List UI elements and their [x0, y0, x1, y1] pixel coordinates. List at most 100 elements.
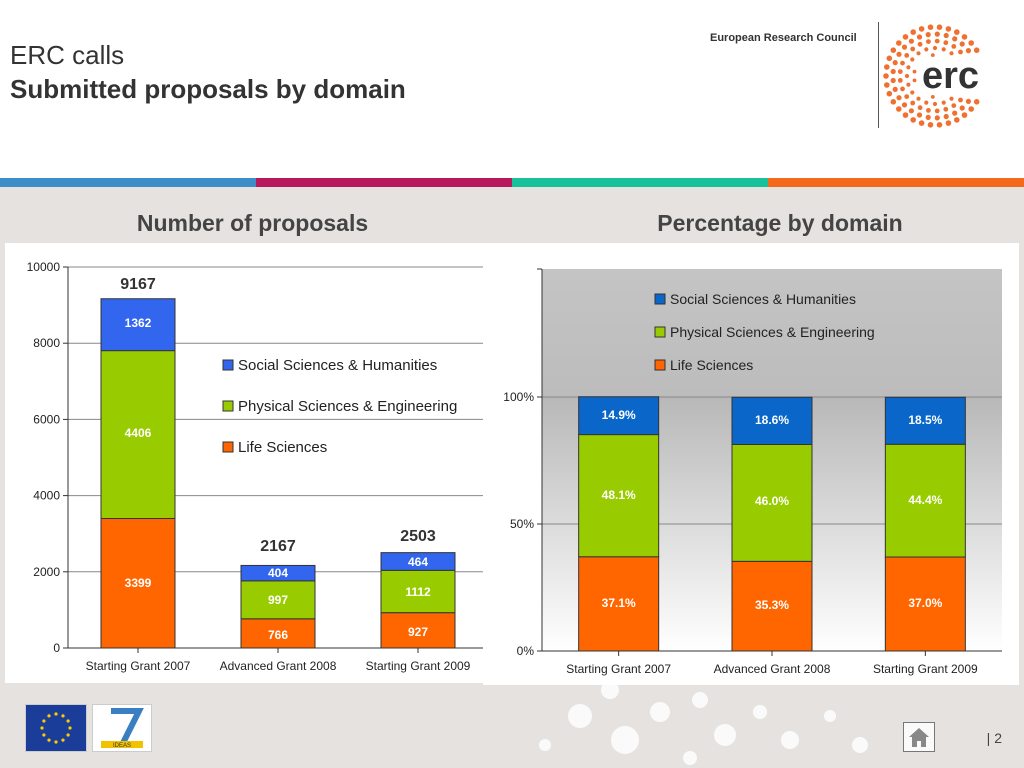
chart2-panel: 0% 50% 100% 37.1% 48.1% 14.9% Starting Grant 2…: [483, 243, 1019, 685]
logo-dot: [924, 47, 929, 52]
logo-dot: [927, 122, 934, 128]
logo-dot: [926, 108, 931, 113]
eu-star: [68, 726, 72, 730]
logo-dot: [930, 95, 935, 99]
logo-dot: [958, 49, 963, 55]
logo-dot: [932, 101, 938, 107]
logo-dot: [906, 82, 911, 87]
logo-dot: [965, 48, 971, 54]
slide-header: ERC calls Submitted proposals by domain …: [0, 0, 1024, 178]
logo-dot: [912, 78, 917, 83]
page-separator: |: [986, 730, 991, 746]
y-tick-label: 0%: [517, 644, 535, 658]
eu-star: [61, 714, 65, 718]
logo-dot: [973, 47, 980, 53]
y-tick-label: 6000: [33, 412, 60, 426]
eu-star: [54, 740, 58, 744]
logo-dot: [961, 34, 968, 40]
logo-dot: [884, 64, 890, 70]
chart1-title: Number of proposals: [136, 210, 369, 236]
home-icon: [909, 728, 929, 747]
y-tick-label: 50%: [510, 517, 534, 531]
logo-dot: [958, 97, 963, 103]
x-tick-label: Starting Grant 2009: [366, 659, 471, 673]
x-tick-label: Starting Grant 2007: [566, 662, 671, 676]
legend-label: Physical Sciences & Engineering: [238, 398, 457, 415]
logo-dot: [934, 38, 940, 44]
legend-swatch: [222, 441, 234, 453]
data-label: 3399: [125, 576, 152, 590]
legend-swatch: [654, 359, 666, 371]
logo-dot: [884, 82, 890, 88]
logo-dot: [901, 102, 908, 108]
eu-star: [61, 738, 65, 742]
logo-dot: [968, 40, 974, 46]
eu-star: [66, 733, 70, 737]
home-button[interactable]: [903, 722, 935, 752]
logo-dot: [925, 114, 931, 120]
erc-logo: erc: [883, 24, 980, 128]
fp7-ideas-logo: IDEAS: [92, 704, 152, 752]
x-tick-label: Starting Grant 2009: [873, 662, 978, 676]
data-label: 1362: [125, 316, 152, 330]
logo-dot: [941, 100, 946, 105]
slide-subtitle: Submitted proposals by domain: [10, 74, 406, 104]
logo-dot: [941, 47, 946, 52]
legend-swatch: [222, 359, 234, 371]
logo-dot: [936, 122, 943, 128]
total-label: 2503: [400, 528, 436, 545]
bar-segment: [731, 560, 813, 652]
logo-dot: [890, 47, 897, 53]
logo-dot: [916, 34, 923, 40]
y-tick-label: 0: [53, 641, 60, 655]
logo-dot: [949, 51, 954, 56]
data-label: 1112: [405, 585, 431, 599]
chart2-title: Percentage by domain: [657, 210, 903, 236]
logo-dot: [892, 60, 898, 66]
page-number-value: 2: [994, 730, 1002, 746]
logo-dot: [951, 103, 957, 108]
logo-dot: [959, 105, 965, 111]
x-tick-label: Starting Grant 2007: [86, 659, 191, 673]
bar-segment: [240, 580, 316, 620]
total-label: 2167: [260, 538, 296, 555]
bar-segment: [380, 569, 456, 614]
data-label: 35.3%: [755, 598, 789, 612]
logo-dot: [943, 32, 949, 39]
data-label: 404: [268, 566, 288, 580]
x-tick-label: Advanced Grant 2008: [714, 662, 831, 676]
data-label: 997: [268, 593, 288, 607]
logo-dot: [934, 115, 940, 121]
data-label: 18.5%: [908, 413, 942, 427]
legend-label: Social Sciences & Humanities: [238, 357, 437, 374]
svg-text:IDEAS: IDEAS: [113, 743, 131, 749]
eu-star: [47, 738, 51, 742]
logo-dot: [910, 90, 915, 95]
logo-dot: [949, 96, 954, 101]
logo-dot: [883, 73, 889, 79]
data-label: 18.6%: [755, 413, 789, 427]
bar-segment: [240, 564, 316, 582]
bar-segment: [884, 556, 966, 652]
logo-dot: [910, 117, 916, 123]
bar-segment: [240, 618, 316, 649]
y-tick-label: 2000: [33, 565, 60, 579]
plot-area-upper: [542, 269, 1002, 397]
stripe-orange: [768, 178, 1024, 187]
legend-label: Life Sciences: [238, 439, 327, 456]
logo-dot: [930, 53, 935, 57]
logo-dot: [904, 94, 910, 99]
logo-dot: [896, 40, 902, 46]
eu-star: [54, 712, 58, 716]
slide-title: ERC calls: [10, 40, 125, 70]
logo-dot: [954, 117, 960, 123]
logo-dot: [892, 86, 898, 92]
legend-swatch: [222, 400, 234, 412]
data-label: 37.0%: [908, 596, 942, 610]
legend-label: Life Sciences: [670, 357, 753, 373]
org-name: European Research Council: [710, 32, 857, 44]
bar-segment: [731, 396, 813, 445]
logo-dot: [906, 65, 911, 70]
logo-dot: [918, 120, 925, 126]
logo-dot: [927, 24, 934, 30]
